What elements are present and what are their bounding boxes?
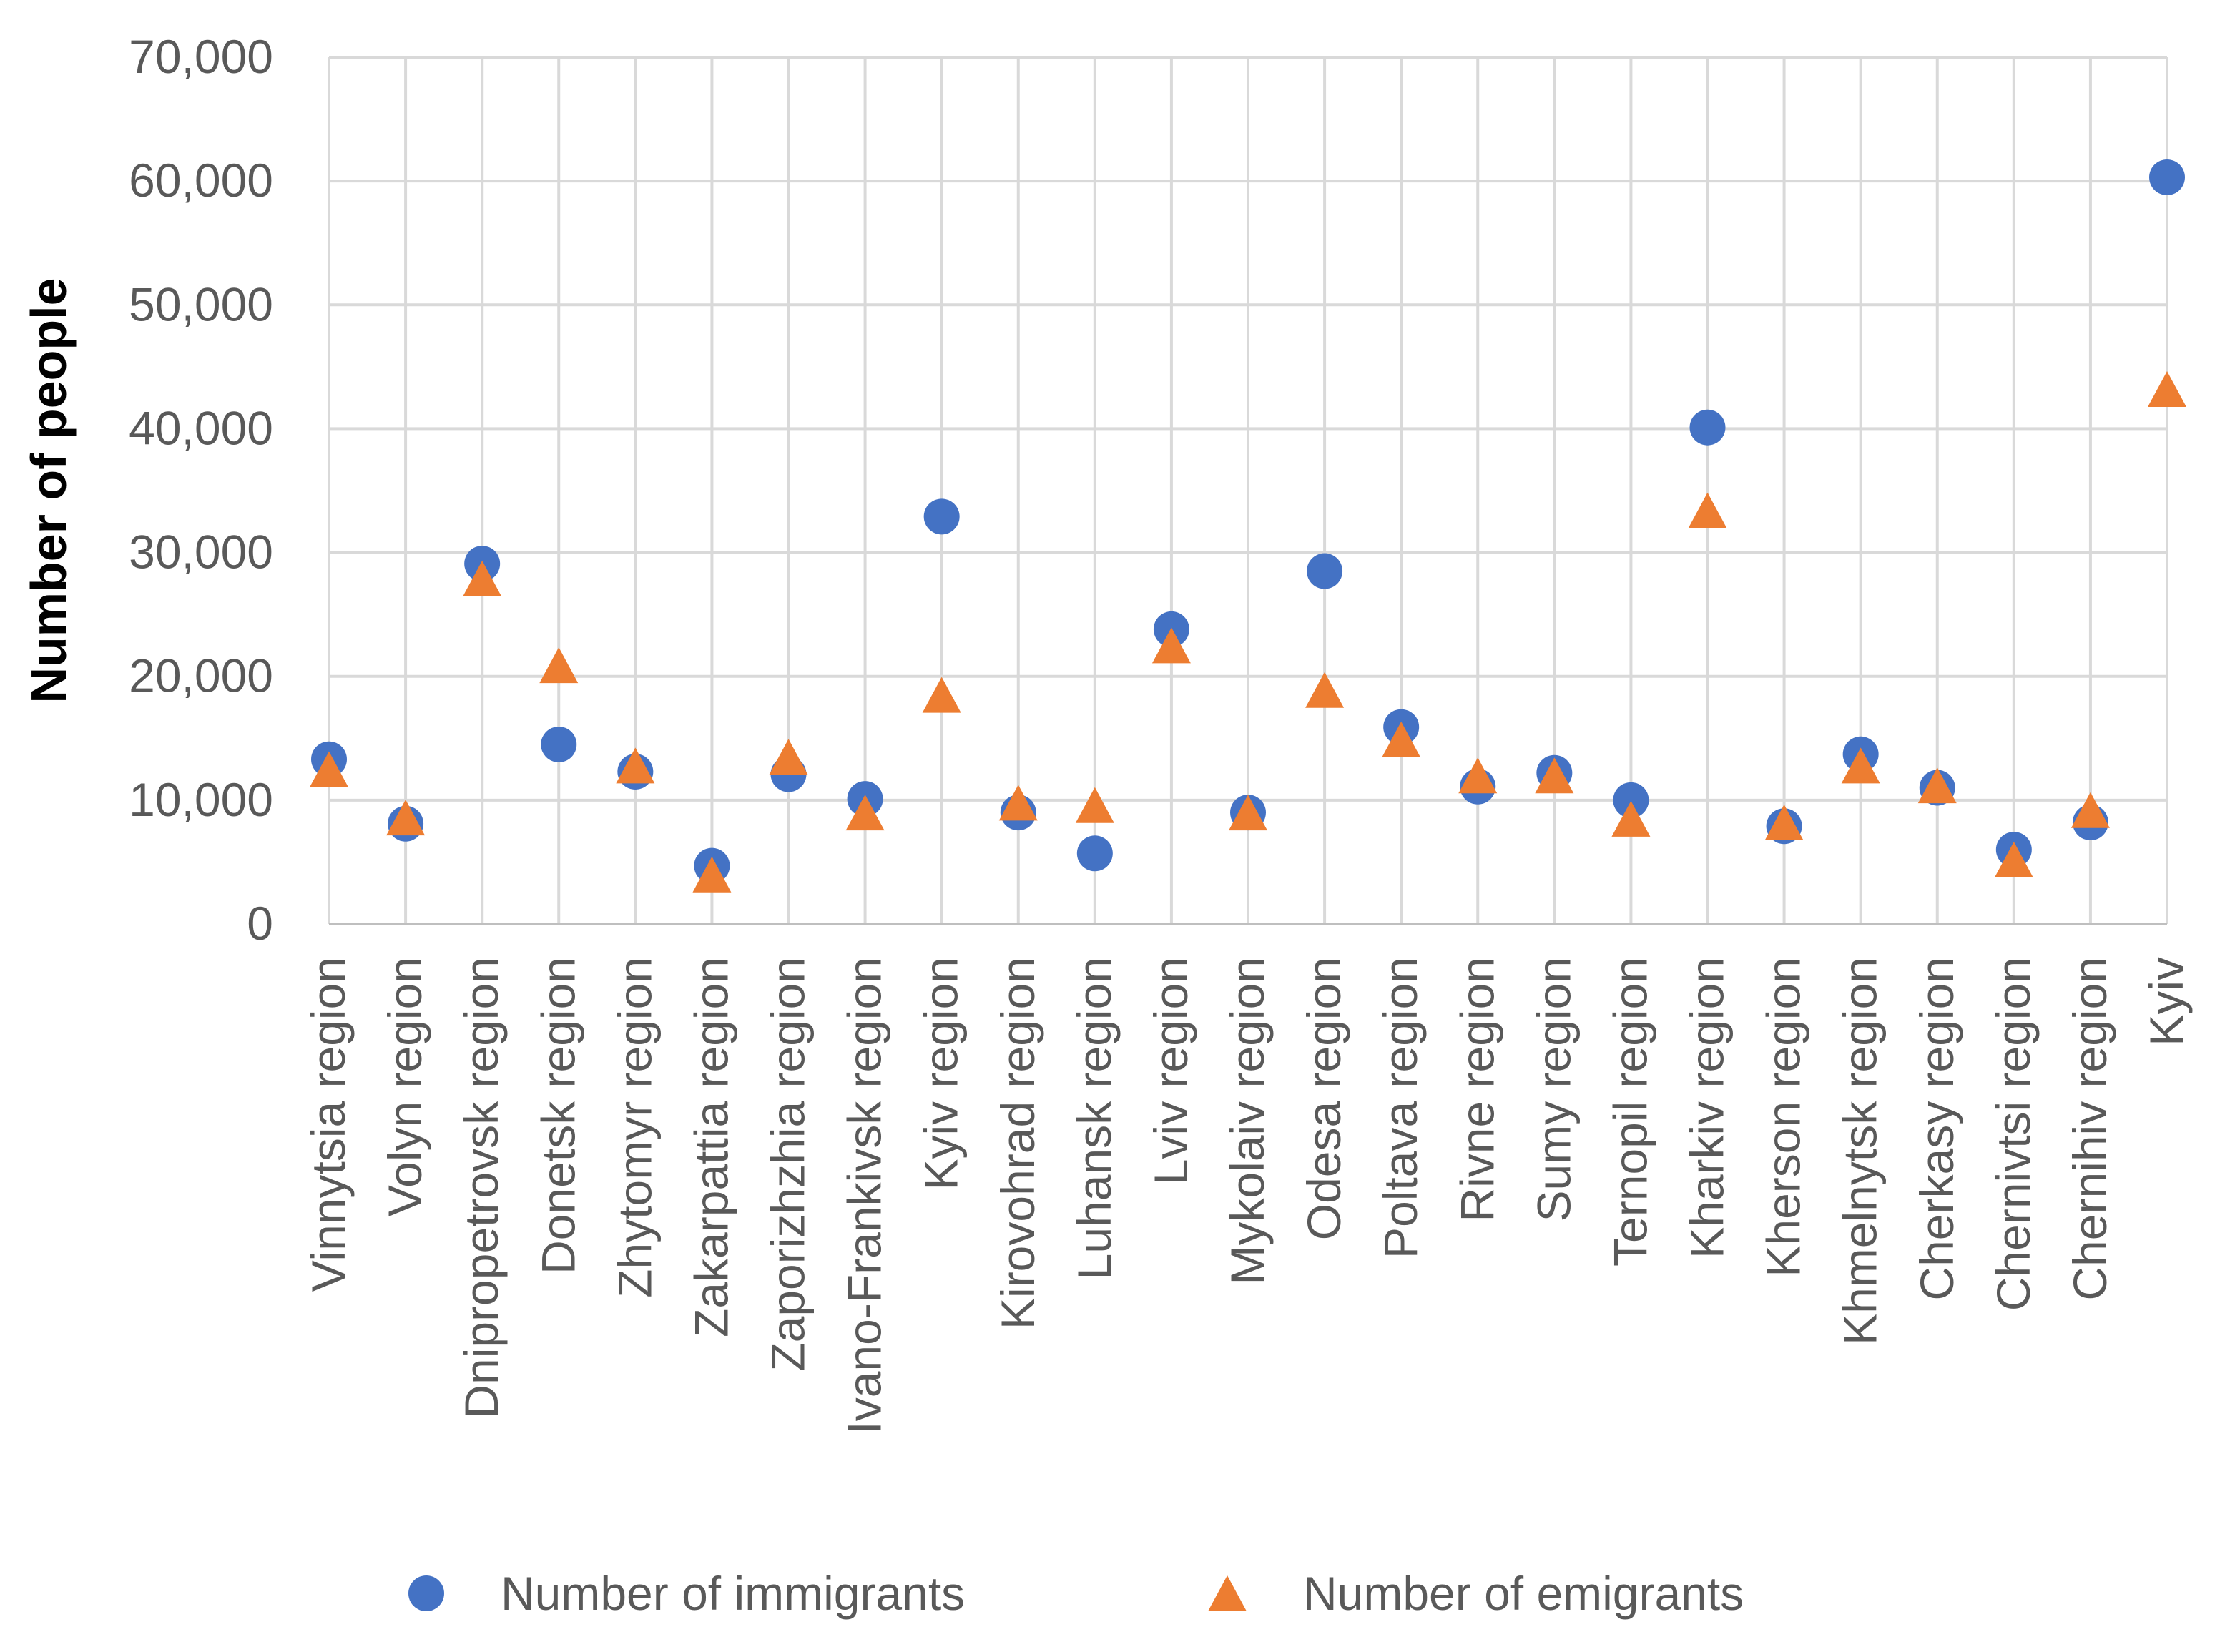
x-tick-label: Kharkiv region	[1681, 957, 1734, 1259]
x-tick-label: Khmelnytsk region	[1834, 957, 1887, 1345]
y-axis-title: Number of people	[21, 277, 77, 703]
data-points	[310, 159, 2186, 893]
emigrants-point	[1764, 805, 1804, 841]
x-tick-label: Zaporizhzhia region	[762, 957, 815, 1372]
legend-emigrants-label: Number of emigrants	[1303, 1567, 1744, 1620]
y-tick-label: 20,000	[129, 649, 273, 702]
immigrants-point	[1076, 835, 1113, 872]
emigrants-point	[1841, 747, 1880, 784]
x-tick-label: Ternopil region	[1603, 957, 1656, 1267]
y-tick-label: 60,000	[129, 154, 273, 207]
x-tick-label: Donetsk region	[531, 957, 584, 1274]
x-tick-label: Sumy region	[1527, 957, 1580, 1222]
emigrants-point	[1994, 841, 2033, 877]
emigrants-point	[1151, 627, 1191, 664]
x-tick-label: Vinnytsia region	[302, 957, 355, 1292]
emigrants-point	[1382, 722, 1421, 758]
emigrants-point	[616, 747, 655, 784]
x-tick-label: Poltava region	[1374, 957, 1427, 1259]
legend-emigrants-marker	[1208, 1575, 1247, 1611]
emigrants-point	[1611, 800, 1651, 837]
emigrants-point	[1535, 757, 1574, 794]
emigrants-point	[769, 739, 808, 775]
y-tick-label: 50,000	[129, 277, 273, 330]
x-tick-label: Kyiv region	[915, 957, 968, 1191]
emigrants-point	[1075, 787, 1114, 823]
x-tick-label: Kherson region	[1757, 957, 1810, 1277]
x-tick-label: Chernivtsi region	[1987, 957, 2040, 1311]
emigrants-point	[1688, 492, 1727, 528]
x-tick-label: Kyiv	[2140, 957, 2193, 1046]
y-tick-label: 0	[247, 897, 273, 950]
emigrants-point	[463, 560, 502, 596]
emigrants-point	[922, 677, 961, 713]
x-tick-label: Ivano-Frankivsk region	[838, 957, 891, 1435]
x-tick-label: Luhansk region	[1068, 957, 1121, 1279]
emigrants-point	[386, 800, 426, 836]
legend: Number of immigrants Number of emigrants	[408, 1567, 1744, 1620]
x-tick-label: Kirovohrad region	[991, 957, 1044, 1329]
emigrants-point	[845, 795, 885, 831]
x-tick-label: Zakarpattia region	[684, 957, 737, 1337]
emigrants-point	[692, 856, 732, 893]
emigrants-point	[539, 647, 579, 684]
legend-immigrants-marker	[408, 1575, 444, 1611]
x-tick-label: Mykolaiv region	[1221, 957, 1274, 1285]
immigrants-point	[2149, 159, 2185, 195]
emigrants-point	[310, 751, 348, 787]
x-tick-label: Chernihiv region	[2063, 957, 2116, 1301]
x-tick-label: Dnipropetrovsk region	[455, 957, 508, 1419]
y-tick-label: 40,000	[129, 401, 273, 454]
y-tick-label: 10,000	[129, 773, 273, 826]
immigrants-point	[923, 498, 960, 535]
emigrants-point	[1229, 795, 1267, 831]
immigrants-point	[1689, 409, 1726, 446]
gridlines	[328, 56, 2168, 924]
x-tick-label: Volyn region	[378, 957, 431, 1216]
emigrants-point	[1458, 757, 1498, 794]
y-tick-labels: 0 10,000 20,000 30,000 40,000 50,000 60,000 70,…	[129, 30, 273, 950]
legend-immigrants-label: Number of immigrants	[501, 1567, 965, 1620]
emigrants-point	[998, 785, 1038, 821]
emigrants-point	[2148, 371, 2186, 408]
x-tick-label: Lviv region	[1144, 957, 1197, 1185]
x-tick-label: Odesa region	[1297, 957, 1350, 1240]
emigrants-point	[1917, 767, 1957, 804]
y-tick-label: 70,000	[129, 30, 273, 83]
emigrants-point	[1305, 672, 1345, 708]
x-tick-labels: Vinnytsia region Volyn region Dnipropetrov…	[302, 957, 2193, 1435]
y-tick-label: 30,000	[129, 526, 273, 579]
immigrants-point	[1307, 553, 1343, 589]
immigrants-point	[541, 726, 577, 762]
immigrants-point	[1613, 782, 1649, 818]
x-tick-label: Cherkasy region	[1910, 957, 1963, 1301]
x-tick-label: Zhytomyr region	[608, 957, 661, 1298]
emigrants-point	[2070, 792, 2110, 828]
x-tick-label: Rivne region	[1450, 957, 1503, 1222]
